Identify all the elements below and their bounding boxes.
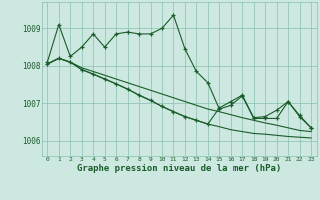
X-axis label: Graphe pression niveau de la mer (hPa): Graphe pression niveau de la mer (hPa) — [77, 164, 281, 173]
